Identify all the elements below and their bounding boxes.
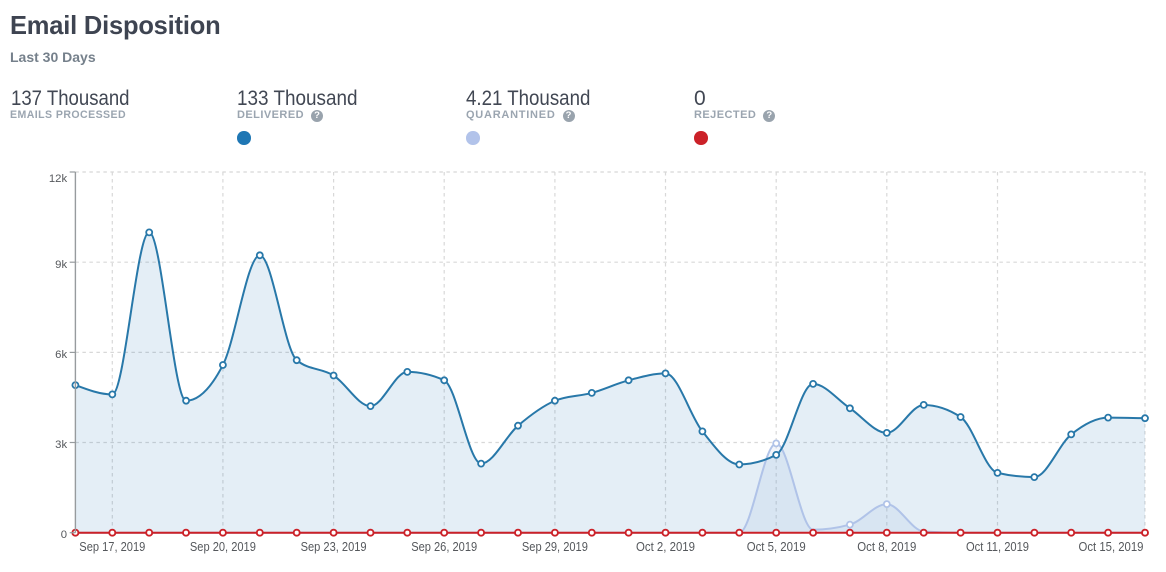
svg-text:Oct 11, 2019: Oct 11, 2019 bbox=[966, 539, 1029, 554]
svg-text:3k: 3k bbox=[55, 439, 67, 451]
svg-text:Sep 23, 2019: Sep 23, 2019 bbox=[301, 539, 367, 554]
svg-text:6k: 6k bbox=[55, 349, 67, 361]
svg-text:0: 0 bbox=[61, 529, 67, 541]
svg-text:9k: 9k bbox=[55, 259, 67, 271]
svg-text:12k: 12k bbox=[49, 173, 68, 185]
svg-text:Oct 15, 2019: Oct 15, 2019 bbox=[1079, 539, 1144, 554]
svg-text:Oct 8, 2019: Oct 8, 2019 bbox=[857, 539, 916, 554]
svg-text:Sep 17, 2019: Sep 17, 2019 bbox=[79, 539, 145, 554]
svg-text:Sep 20, 2019: Sep 20, 2019 bbox=[190, 539, 256, 554]
svg-text:Sep 26, 2019: Sep 26, 2019 bbox=[411, 539, 477, 554]
svg-text:Oct 2, 2019: Oct 2, 2019 bbox=[636, 539, 695, 554]
svg-text:Oct 5, 2019: Oct 5, 2019 bbox=[747, 539, 806, 554]
svg-text:Sep 29, 2019: Sep 29, 2019 bbox=[522, 539, 588, 554]
